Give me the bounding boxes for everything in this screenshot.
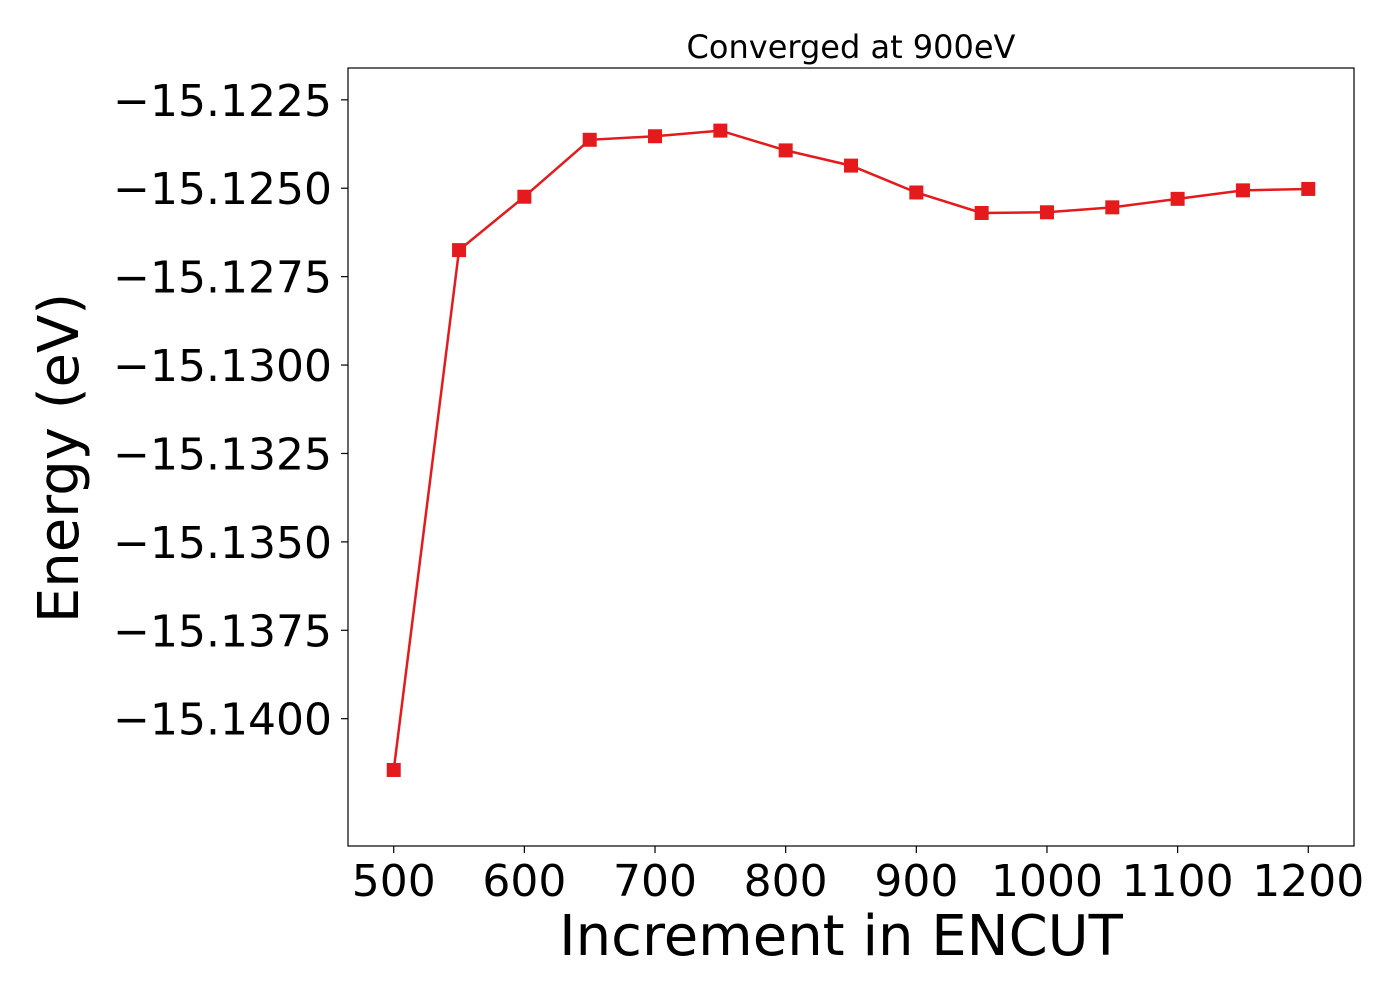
y-tick-label: −15.1375: [113, 606, 332, 657]
data-point-marker: [517, 189, 532, 204]
data-point-marker: [1235, 183, 1250, 198]
y-tick-label: −15.1350: [113, 518, 332, 569]
data-point-marker: [1039, 205, 1054, 220]
y-tick-label: −15.1275: [113, 253, 332, 304]
x-tick-label: 500: [352, 856, 436, 907]
data-point-marker: [1301, 181, 1316, 196]
data-point-marker: [713, 123, 728, 138]
chart-title: Converged at 900eV: [687, 28, 1016, 66]
data-point-marker: [582, 132, 597, 147]
x-tick-label: 700: [613, 856, 697, 907]
data-point-marker: [1105, 200, 1120, 215]
data-point-marker: [909, 185, 924, 200]
x-tick-label: 1100: [1122, 856, 1234, 907]
y-tick-label: −15.1325: [113, 429, 332, 480]
x-tick-label: 900: [874, 856, 958, 907]
data-point-marker: [844, 158, 858, 173]
plot-frame: [347, 67, 1355, 847]
x-axis: 500 600 700 800 900 1000 1100 1200: [352, 846, 1364, 907]
data-point-marker: [648, 129, 663, 144]
y-tick-label: −15.1225: [113, 76, 332, 127]
y-axis: −15.1225 −15.1250 −15.1275 −15.1300 −15.1325…: [113, 76, 348, 746]
data-point-marker: [1170, 191, 1185, 206]
data-point-marker: [452, 243, 467, 258]
data-point-marker: [386, 762, 401, 777]
y-tick-label: −15.1250: [113, 164, 332, 215]
y-axis-label: Energy (eV): [27, 293, 92, 623]
data-point-marker: [778, 143, 793, 158]
plot-area: [386, 123, 1316, 777]
y-tick-label: −15.1400: [113, 695, 332, 746]
series-line: [392, 129, 1309, 771]
x-axis-label: Increment in ENCUT: [559, 904, 1124, 969]
x-tick-label: 1000: [991, 856, 1103, 907]
x-tick-label: 600: [482, 856, 566, 907]
x-tick-label: 1200: [1252, 856, 1364, 907]
data-point-marker: [974, 205, 989, 220]
y-tick-label: −15.1300: [113, 341, 332, 392]
x-tick-label: 800: [744, 856, 828, 907]
